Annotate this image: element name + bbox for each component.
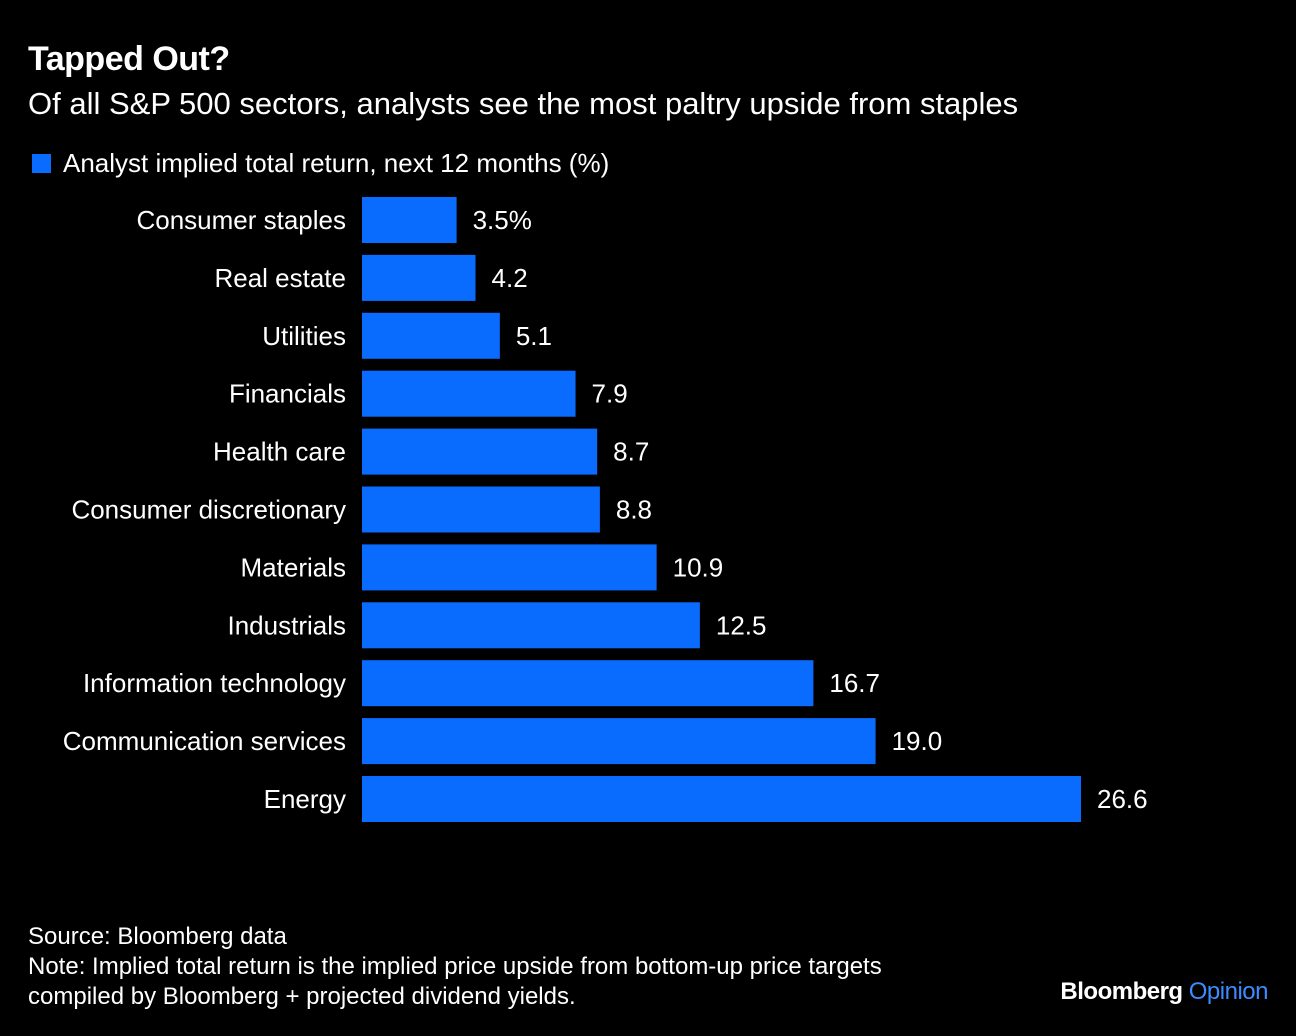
value-label: 8.7 [613,437,649,467]
value-label: 7.9 [592,379,628,409]
brand-logo: Bloomberg Opinion [1060,978,1268,1006]
category-label: Real estate [214,263,346,293]
source-text: Source: Bloomberg data [28,923,287,950]
category-label: Industrials [228,610,347,640]
bar [362,776,1081,822]
value-label: 19.0 [892,726,943,756]
value-label: 26.6 [1097,784,1148,814]
brand-product: Opinion [1188,978,1269,1005]
bar [362,370,576,417]
category-label: Financials [229,379,346,409]
bar [362,254,476,301]
category-label: Information technology [83,668,346,698]
category-label: Consumer discretionary [71,495,346,525]
category-label: Materials [241,552,346,582]
value-label: 3.5% [473,205,532,235]
category-label: Consumer staples [136,205,346,235]
bar [362,486,600,533]
bar [362,312,500,359]
bar-chart: Consumer staples 3.5% Real estate 4.2 Utilit… [63,197,1148,822]
bar [362,428,598,475]
value-label: 16.7 [829,668,880,698]
legend-swatch [32,154,51,173]
value-label: 5.1 [516,321,552,351]
bar [362,602,700,649]
note-text-line-1: Note: Implied total return is the implie… [28,953,882,980]
category-label: Energy [264,784,346,814]
legend: Analyst implied total return, next 12 mo… [32,148,609,179]
note-text-line-2: compiled by Bloomberg + projected divide… [28,983,576,1010]
value-label: 8.8 [616,495,652,525]
category-label: Communication services [63,726,346,756]
bar [362,544,657,591]
bar [362,718,876,765]
value-label: 12.5 [716,610,767,640]
footer: Source: Bloomberg data Note: Implied tot… [28,922,882,1012]
chart-title: Tapped Out? [28,40,230,78]
value-label: 10.9 [673,552,724,582]
value-label: 4.2 [492,263,528,293]
category-label: Utilities [262,321,346,351]
bar [362,660,814,707]
brand-name: Bloomberg [1060,978,1183,1005]
bar [362,197,457,243]
category-label: Health care [213,437,346,467]
legend-label: Analyst implied total return, next 12 mo… [63,148,610,178]
chart-subtitle: Of all S&P 500 sectors, analysts see the… [28,86,1019,121]
